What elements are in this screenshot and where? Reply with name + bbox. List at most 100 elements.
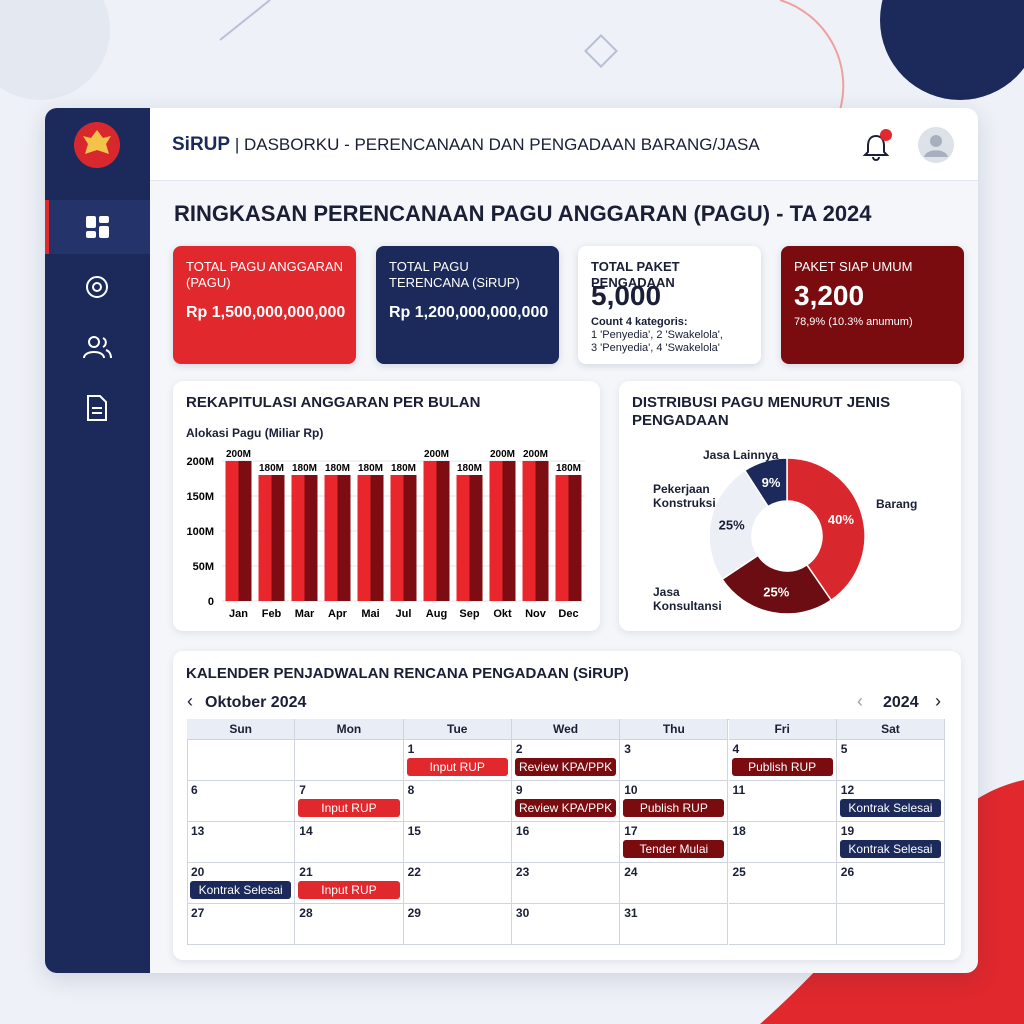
bar-value-label: 200M <box>424 449 449 460</box>
nav-indicator <box>45 200 49 254</box>
pie-chart-card: DISTRIBUSI PAGU MENURUT JENIS PENGADAAN 4… <box>619 381 961 631</box>
bar-value-label: 180M <box>358 463 383 474</box>
day-cell: 20 Kontrak Selesai <box>187 863 296 904</box>
deco-circle <box>880 0 1024 100</box>
kpi-value: Rp 1,500,000,000,000 <box>186 304 346 321</box>
calendar-event: Input RUP <box>298 799 400 817</box>
nav-users[interactable] <box>83 336 112 359</box>
pie-category-label: Pekerjaan Konstruksi <box>653 482 716 510</box>
day-number: 22 <box>407 865 421 879</box>
day-number: 3 <box>624 742 631 756</box>
avatar-head <box>930 135 942 147</box>
day-cell <box>836 904 946 945</box>
kpi-title: TOTAL PAGU TERENCANA (SiRUP) <box>389 259 520 290</box>
bar-value-label: 200M <box>523 449 548 460</box>
day-number: 15 <box>407 824 421 838</box>
bar <box>489 461 516 601</box>
nav-documents[interactable] <box>87 395 107 421</box>
day-cell: 14 <box>295 822 404 863</box>
x-tick-label: Apr <box>328 608 348 620</box>
bar-value-label: 180M <box>325 463 350 474</box>
bar <box>555 475 582 601</box>
bar <box>291 475 318 601</box>
calendar-event: Review KPA/PPK <box>514 799 617 817</box>
bar-value-label: 180M <box>391 463 416 474</box>
bar <box>324 475 351 601</box>
brand: SiRUP <box>172 134 231 155</box>
day-number: 20 <box>191 865 205 879</box>
nav-settings[interactable] <box>86 276 108 298</box>
day-number: 16 <box>515 824 530 838</box>
calendar-month: Oktober 2024 <box>205 694 307 711</box>
bar-value-label: 180M <box>292 463 317 474</box>
day-number: 30 <box>515 906 530 920</box>
kpi-card: TOTAL PAKET PENGADAAN 5,000 Count 4 katego… <box>578 246 761 364</box>
sidebar-icons <box>45 122 150 421</box>
day-cell: 6 <box>187 781 296 822</box>
day-number: 24 <box>624 865 638 879</box>
day-cell: 31 <box>620 904 729 945</box>
content: TOTAL PAGU ANGGARAN (PAGU) Rp 1,500,000,0… <box>45 108 978 973</box>
calendar-event: Input RUP <box>298 881 400 899</box>
calendar-event: Kontrak Selesai <box>839 840 942 858</box>
day-number: 10 <box>624 783 638 797</box>
day-cell: 13 <box>187 822 296 863</box>
weekday-header: Wed <box>511 719 621 740</box>
day-number: 1 <box>407 742 415 756</box>
day-cell: 28 <box>295 904 404 945</box>
day-cell: 17 Tender Mulai <box>620 822 729 863</box>
kpi-value: 5,000 <box>591 280 662 311</box>
bar <box>390 475 417 601</box>
kpi-title: TOTAL PAKET PENGADAAN <box>591 259 680 290</box>
day-cell <box>187 740 296 781</box>
y-axis-label: Alokasi Pagu (Miliar Rp) <box>186 426 324 440</box>
bar <box>357 475 384 601</box>
pie-category-label: Barang <box>876 497 918 511</box>
pie-slice <box>721 554 833 615</box>
pie-slice <box>708 469 770 581</box>
calendar-event: Kontrak Selesai <box>839 799 942 817</box>
day-cell <box>295 740 404 781</box>
calendar-event: Publish RUP <box>623 799 725 817</box>
day-cell: 2 Review KPA/PPK <box>511 740 621 781</box>
chart-title: REKAPITULASI ANGGARAN PER BULAN <box>186 394 481 411</box>
day-cell: 26 <box>836 863 946 904</box>
day-cell: 21 Input RUP <box>295 863 404 904</box>
kpi-note: 3 'Penyedia', 4 'Swakelola' <box>591 342 720 354</box>
day-cell: 25 <box>728 863 837 904</box>
day-number: 12 <box>840 783 855 797</box>
calendar-event: Input RUP <box>406 758 508 776</box>
day-cell: 24 <box>620 863 729 904</box>
day-number: 7 <box>299 783 306 797</box>
day-number: 31 <box>624 906 638 920</box>
x-tick-label: Mai <box>361 608 379 620</box>
bar-value-label: 180M <box>457 463 482 474</box>
header-icons <box>862 127 954 163</box>
day-number: 5 <box>840 742 848 756</box>
pie-value-label: 40% <box>828 512 854 527</box>
calendar-event: Publish RUP <box>731 758 833 776</box>
header: SiRUP | DASBORKU - PERENCANAAN DAN PENGA… <box>172 134 760 156</box>
nav-active[interactable] <box>45 200 150 254</box>
deco-circle <box>0 0 110 100</box>
kpi-note: Count 4 kategoris: <box>591 316 688 328</box>
day-cell: 19 Kontrak Selesai <box>836 822 946 863</box>
day-cell: 8 <box>403 781 512 822</box>
x-tick-label: Dec <box>558 608 578 620</box>
nav-dashboard[interactable] <box>86 216 109 238</box>
x-tick-label: Jul <box>396 608 412 620</box>
y-tick-label: 100M <box>186 526 214 538</box>
bar-value-label: 180M <box>556 463 581 474</box>
bar <box>423 461 450 601</box>
prev-month: ‹ <box>187 691 193 711</box>
bar <box>225 461 252 601</box>
y-tick-label: 0 <box>208 596 214 608</box>
next-year: › <box>935 691 941 711</box>
day-number: 17 <box>624 824 638 838</box>
weekday-header: Mon <box>295 719 404 740</box>
day-cell: 5 <box>836 740 946 781</box>
day-number: 18 <box>732 824 746 838</box>
calendar-event: Tender Mulai <box>623 840 725 858</box>
x-tick-label: Okt <box>493 608 512 620</box>
